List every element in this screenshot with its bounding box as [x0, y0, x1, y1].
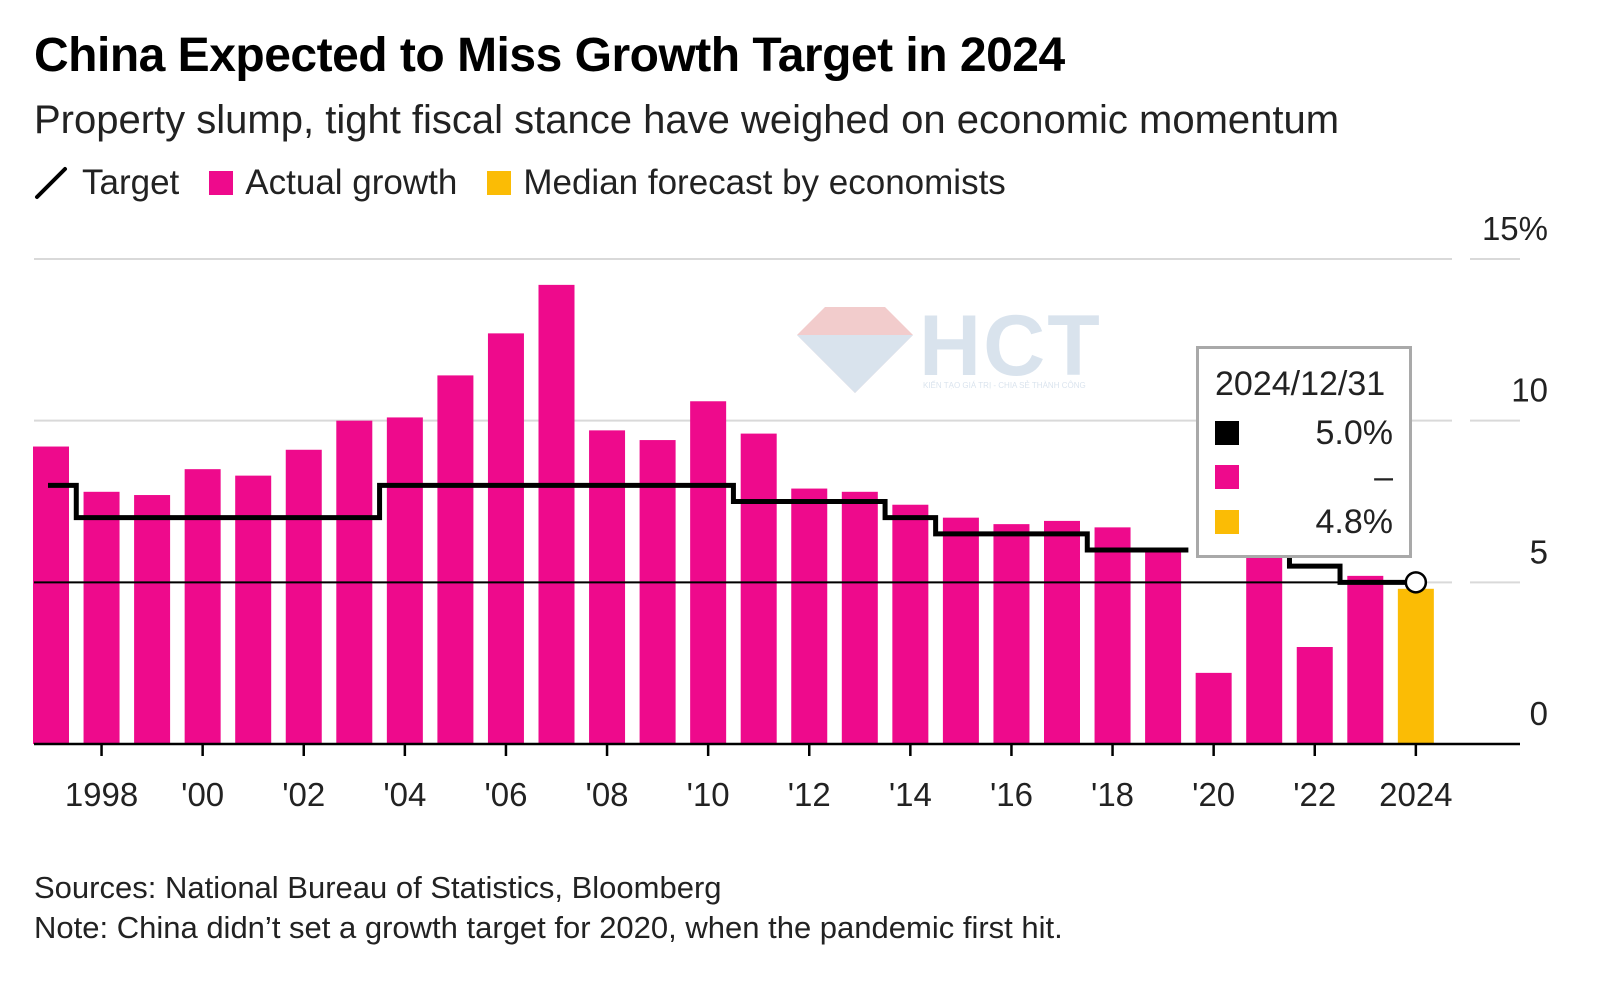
bar-actual — [639, 440, 676, 744]
legend-item-forecast[interactable]: Median forecast by economists — [487, 163, 1006, 203]
bar-actual — [791, 488, 828, 744]
footer-note: Note: China didn’t set a growth target f… — [34, 910, 1063, 945]
tooltip-date: 2024/12/31 — [1215, 365, 1386, 403]
tooltip-row-forecast: 4.8% — [1215, 502, 1393, 542]
bar-actual — [235, 475, 272, 744]
legend-swatch-forecast — [487, 171, 512, 195]
tooltip-swatch-target — [1215, 421, 1239, 445]
bars — [33, 284, 1434, 744]
bar-actual — [1296, 647, 1333, 744]
bar-actual — [993, 524, 1030, 744]
bar-actual — [83, 491, 120, 744]
x-tick-label: '20 — [1192, 776, 1235, 813]
axes: 15% 10 5 0 1998 '00 '02 '04 '06 '08 '10 '12 '14 '16 '1… — [34, 210, 1548, 813]
y-tick-label: 0 — [1530, 695, 1548, 732]
y-tick-label: 5 — [1530, 533, 1548, 570]
bar-actual — [285, 449, 322, 744]
y-tick-label: 10 — [1511, 372, 1548, 409]
x-tick-label: 1998 — [65, 776, 138, 813]
x-tick-label: '14 — [889, 776, 932, 813]
tooltip-value-target: 5.0% — [1315, 413, 1394, 452]
bar-actual — [1044, 520, 1080, 744]
bar-actual — [942, 517, 979, 744]
legend-label-actual: Actual growth — [245, 163, 458, 202]
tooltip-row-actual: – — [1215, 457, 1393, 497]
bar-actual — [841, 491, 878, 744]
bar-actual — [487, 333, 524, 744]
bar-forecast — [1397, 588, 1434, 744]
tooltip-value-actual: – — [1374, 457, 1393, 496]
y-tick-label: 15% — [1482, 210, 1548, 247]
bar-actual — [740, 433, 777, 744]
bar-actual — [184, 469, 221, 744]
diagonal-line-icon — [35, 167, 67, 199]
x-tick-label: '16 — [990, 776, 1033, 813]
legend-label-target: Target — [82, 163, 180, 202]
target-marker — [1404, 571, 1428, 594]
x-tick-label: '18 — [1091, 776, 1134, 813]
x-tick-label: '22 — [1293, 776, 1336, 813]
bar-actual — [1347, 575, 1384, 744]
bar-actual — [892, 504, 929, 744]
footer-sources: Sources: National Bureau of Statistics, … — [34, 870, 722, 905]
bar-actual — [386, 417, 423, 744]
bar-actual — [1145, 550, 1182, 744]
tooltip-value-forecast: 4.8% — [1315, 502, 1394, 541]
legend-item-target[interactable]: Target — [34, 163, 179, 203]
x-tick-label: '02 — [282, 776, 325, 813]
tooltip-row-target: 5.0% — [1215, 413, 1393, 453]
x-tick-label: '06 — [484, 776, 527, 813]
x-tick-label: '08 — [586, 776, 629, 813]
bar-actual — [33, 446, 69, 744]
bar-actual — [538, 284, 575, 744]
x-tick-label: '04 — [383, 776, 426, 813]
tooltip-swatch-actual — [1215, 465, 1239, 489]
bar-actual — [134, 495, 171, 744]
legend: Target Actual growth Median forecast by … — [34, 163, 1036, 203]
tooltip: 2024/12/31 5.0% – 4.8% — [1196, 346, 1412, 558]
chart-title: China Expected to Miss Growth Target in … — [34, 29, 1065, 82]
x-tick-label: '10 — [687, 776, 730, 813]
x-tick-label: '00 — [181, 776, 224, 813]
bar-actual — [1094, 527, 1131, 744]
tooltip-swatch-forecast — [1215, 510, 1239, 534]
legend-swatch-actual — [209, 171, 234, 195]
chart-subtitle: Property slump, tight fiscal stance have… — [34, 98, 1340, 142]
bar-actual — [1195, 672, 1232, 744]
legend-item-actual[interactable]: Actual growth — [209, 163, 457, 203]
bar-actual — [589, 430, 626, 744]
x-tick-label: '12 — [788, 776, 831, 813]
bar-actual — [437, 375, 474, 744]
x-tick-label: 2024 — [1379, 776, 1452, 813]
bar-actual — [690, 401, 727, 744]
legend-label-forecast: Median forecast by economists — [523, 163, 1006, 202]
